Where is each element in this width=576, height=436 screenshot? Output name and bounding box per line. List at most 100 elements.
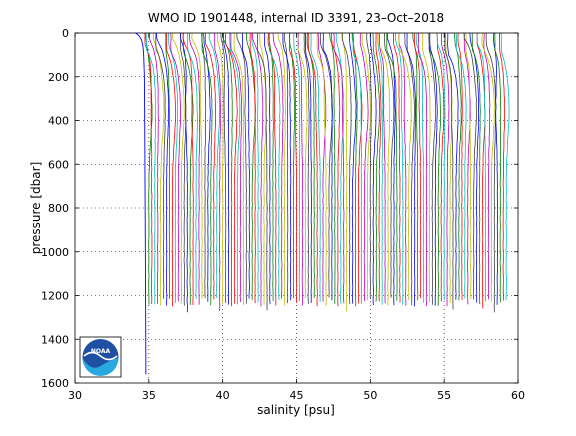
profile-line <box>310 32 321 302</box>
profile-line <box>203 32 211 302</box>
profile-line <box>457 32 463 301</box>
profile-line <box>483 32 491 300</box>
profile-line <box>216 32 224 305</box>
x-tick-label: 55 <box>437 389 451 402</box>
profile-line <box>293 32 301 301</box>
profile-line <box>249 32 256 304</box>
profile-line <box>277 32 286 306</box>
profile-line <box>135 32 147 375</box>
profile-line <box>413 32 422 299</box>
profile-line <box>251 32 259 303</box>
profile-line <box>246 32 256 300</box>
profile-line <box>416 32 425 303</box>
profile-line <box>145 32 157 305</box>
profile-line <box>165 32 171 299</box>
profile-line <box>455 32 467 299</box>
y-tick-label: 200 <box>48 71 69 84</box>
profile-line <box>297 32 304 306</box>
profile-line <box>236 32 247 304</box>
profile-line <box>500 32 510 301</box>
profile-line <box>417 32 428 307</box>
profile-line <box>352 32 363 304</box>
profile-line <box>268 32 281 301</box>
profile-line <box>152 32 165 306</box>
profile-line <box>330 32 341 307</box>
profile-line <box>303 32 310 304</box>
profile-line <box>305 32 312 303</box>
profile-line <box>378 32 386 304</box>
profile-line <box>476 32 487 302</box>
profile-line <box>316 32 327 307</box>
profile-line <box>463 33 477 300</box>
profile-line <box>272 32 284 299</box>
logo-wave <box>82 358 119 376</box>
profile-line <box>377 32 384 305</box>
profile-line <box>149 32 159 304</box>
profile-line <box>369 32 377 306</box>
y-tick-label: 600 <box>48 158 69 171</box>
profile-line <box>494 32 502 303</box>
profile-line <box>267 32 277 306</box>
profile-line <box>230 32 243 302</box>
profile-line <box>422 32 431 303</box>
axis-ticks: 30 35 40 45 50 55 6002004006008001000120014001… <box>41 27 525 402</box>
x-tick-label: 45 <box>290 389 304 402</box>
profile-line <box>241 32 250 299</box>
profile-line <box>471 32 481 305</box>
profile-line <box>398 32 412 300</box>
profile-line <box>180 32 188 313</box>
y-axis-label: pressure [dbar] <box>29 162 43 255</box>
profile-line <box>191 32 203 299</box>
profile-line <box>223 32 230 305</box>
y-tick-label: 400 <box>48 115 69 128</box>
logo-text: NOAA <box>91 348 111 355</box>
profile-line <box>225 32 238 304</box>
profile-line <box>444 32 454 310</box>
profile-line <box>182 32 194 305</box>
profile-line <box>447 32 459 300</box>
profile-line <box>204 32 217 300</box>
profile-line <box>498 32 505 301</box>
profile-line <box>454 32 462 301</box>
profile-line <box>289 32 295 299</box>
profile-line <box>333 32 345 304</box>
profile-line <box>375 32 382 302</box>
profile-line <box>259 32 267 305</box>
profile-line <box>406 32 416 307</box>
profile-line <box>320 32 333 298</box>
profile-line <box>395 32 404 305</box>
profile-line <box>404 32 415 305</box>
profile-line <box>145 32 153 305</box>
profile-line <box>187 32 198 299</box>
profile-line <box>428 33 437 305</box>
profile-line <box>383 32 395 298</box>
chart-title: WMO ID 1901448, internal ID 3391, 23–Oct… <box>148 11 444 25</box>
profile-line <box>214 32 221 312</box>
profile-line <box>264 32 271 305</box>
profile-line <box>359 32 369 302</box>
profile-line <box>386 32 398 301</box>
profile-line <box>349 32 357 304</box>
profile-line <box>493 32 498 305</box>
profile-line <box>436 32 445 302</box>
profile-line <box>429 32 441 306</box>
y-tick-label: 1600 <box>41 377 69 390</box>
y-tick-label: 1400 <box>41 333 69 346</box>
profile-line <box>220 32 227 304</box>
profile-line <box>463 32 471 305</box>
profile-line <box>465 32 472 300</box>
profile-line <box>341 32 352 305</box>
profile-line <box>297 32 308 298</box>
profile-line <box>282 33 292 301</box>
profile-line <box>155 32 166 299</box>
profile-line <box>377 32 391 306</box>
profile-line <box>441 32 450 307</box>
x-tick-label: 35 <box>142 389 156 402</box>
profile-line <box>189 32 201 305</box>
x-tick-label: 30 <box>68 389 82 402</box>
profile-line <box>172 33 185 304</box>
profile-line <box>366 32 372 300</box>
profile-line <box>329 32 336 304</box>
